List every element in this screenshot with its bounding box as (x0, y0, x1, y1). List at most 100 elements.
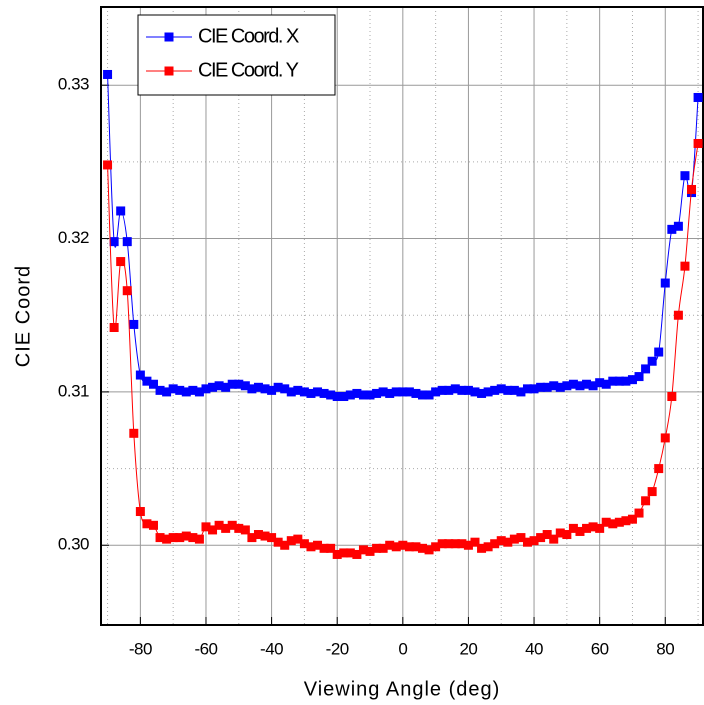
data-point (509, 534, 519, 544)
data-point (470, 387, 480, 397)
x-tick-label: -60 (194, 639, 217, 658)
data-point (273, 382, 283, 392)
data-point (391, 387, 401, 397)
data-point (477, 388, 487, 398)
data-point (582, 523, 592, 533)
data-point (411, 388, 421, 398)
data-point (431, 387, 441, 397)
data-point (542, 382, 552, 392)
data-point (398, 387, 408, 397)
data-point (253, 530, 263, 540)
data-point (352, 549, 362, 559)
data-point (247, 533, 257, 543)
data-point (358, 390, 368, 400)
data-point (404, 387, 414, 397)
data-point (483, 387, 493, 397)
data-point (568, 523, 578, 533)
data-point (168, 384, 178, 394)
data-point (673, 310, 683, 320)
data-point (227, 520, 237, 530)
legend-marker (164, 32, 174, 42)
legend-label: CIE Coord. X (198, 25, 299, 47)
legend-marker (164, 66, 174, 76)
data-point (457, 385, 467, 395)
data-point (280, 540, 290, 550)
data-point (503, 385, 513, 395)
data-point (142, 519, 152, 529)
data-point (188, 533, 198, 543)
data-point (260, 384, 270, 394)
data-point (680, 261, 690, 271)
data-point (339, 392, 349, 402)
x-tick-label: -20 (326, 639, 349, 658)
y-tick-label: 0.31 (58, 381, 89, 400)
data-point (162, 387, 172, 397)
data-point (345, 390, 355, 400)
data-point (522, 384, 532, 394)
data-point (614, 517, 624, 527)
data-point (148, 379, 158, 389)
data-point (608, 519, 618, 529)
data-point (372, 543, 382, 553)
data-point (549, 534, 559, 544)
data-point (286, 536, 296, 546)
data-point (208, 382, 218, 392)
data-point (450, 384, 460, 394)
data-point (332, 392, 342, 402)
data-point (660, 433, 670, 443)
data-point (483, 542, 493, 552)
data-point (457, 539, 467, 549)
data-point (267, 533, 277, 543)
data-point (549, 381, 559, 391)
data-point (234, 523, 244, 533)
data-point (175, 385, 185, 395)
data-point (529, 384, 539, 394)
data-point (634, 508, 644, 518)
data-point (680, 171, 690, 181)
data-point (424, 390, 434, 400)
data-point (654, 464, 664, 474)
data-point (116, 206, 126, 216)
data-point (135, 370, 145, 380)
data-point (293, 534, 303, 544)
data-point (542, 530, 552, 540)
data-point (621, 376, 631, 386)
data-point (608, 376, 618, 386)
data-point (398, 540, 408, 550)
data-point (306, 542, 316, 552)
data-point (286, 387, 296, 397)
y-tick-label: 0.32 (58, 228, 89, 247)
data-point (614, 376, 624, 386)
data-point (240, 525, 250, 535)
data-point (365, 390, 375, 400)
data-point (162, 534, 172, 544)
x-tick-label: 40 (525, 639, 543, 658)
data-point (627, 375, 637, 385)
x-tick-label: 20 (459, 639, 477, 658)
data-point (463, 385, 473, 395)
data-point (293, 385, 303, 395)
x-tick-label: 60 (591, 639, 609, 658)
data-point (444, 385, 454, 395)
data-point (332, 549, 342, 559)
data-point (634, 372, 644, 382)
data-point (601, 517, 611, 527)
data-point (411, 542, 421, 552)
data-point (194, 534, 204, 544)
data-point (418, 390, 428, 400)
data-point (516, 387, 526, 397)
data-point (490, 385, 500, 395)
data-point (509, 385, 519, 395)
data-point (273, 537, 283, 547)
data-point (260, 531, 270, 541)
data-point (496, 384, 506, 394)
data-point (687, 184, 697, 194)
data-point (313, 387, 323, 397)
data-point (109, 323, 119, 333)
data-point (627, 514, 637, 524)
data-point (667, 224, 677, 234)
data-point (155, 533, 165, 543)
data-point (595, 378, 605, 388)
